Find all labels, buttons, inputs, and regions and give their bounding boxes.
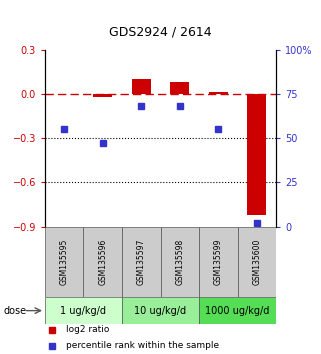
Bar [122,297,199,324]
Text: GSM135596: GSM135596 [98,239,107,285]
Bar [160,227,199,297]
Text: log2 ratio: log2 ratio [66,325,109,334]
Bar [45,297,122,324]
Text: percentile rank within the sample: percentile rank within the sample [66,341,219,350]
Bar [247,94,266,215]
Bar [122,227,160,297]
Text: GSM135598: GSM135598 [175,239,184,285]
Text: 1000 ug/kg/d: 1000 ug/kg/d [205,306,270,316]
Bar [93,94,112,97]
Text: GSM135599: GSM135599 [214,239,223,285]
Text: GSM135600: GSM135600 [252,239,261,285]
Bar [45,227,83,297]
Bar [238,227,276,297]
Text: GSM135595: GSM135595 [60,239,69,285]
Bar [132,79,151,94]
Bar [209,92,228,94]
Text: 1 ug/kg/d: 1 ug/kg/d [60,306,107,316]
Bar [83,227,122,297]
Text: 10 ug/kg/d: 10 ug/kg/d [134,306,187,316]
Text: GSM135597: GSM135597 [137,239,146,285]
Text: GDS2924 / 2614: GDS2924 / 2614 [109,26,212,39]
Text: dose: dose [3,306,26,316]
Bar [170,82,189,94]
Bar [199,227,238,297]
Bar [199,297,276,324]
